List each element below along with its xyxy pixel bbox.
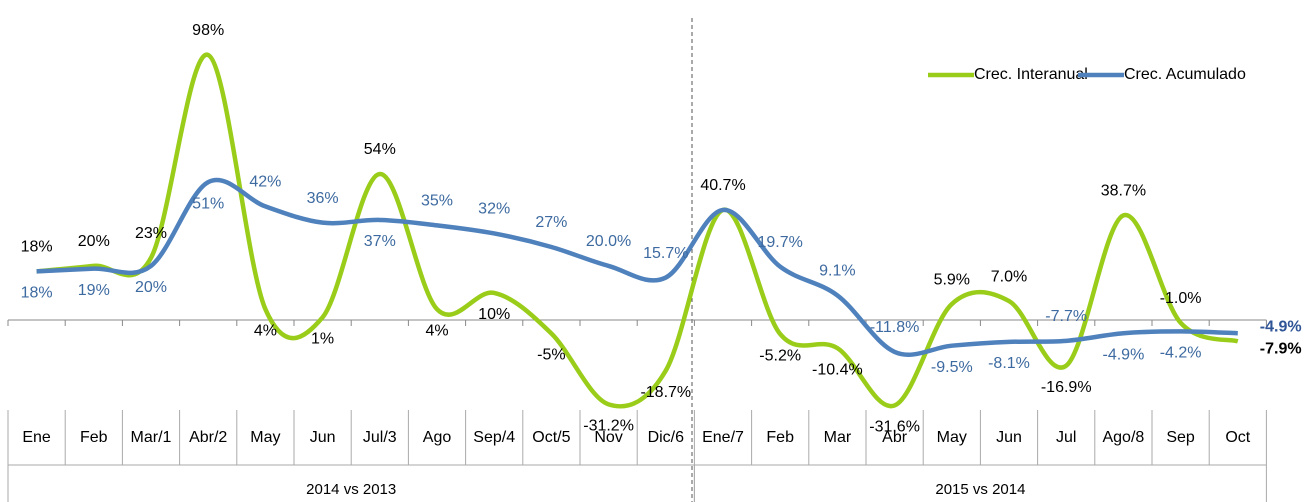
data-label: -7.7% [1045, 308, 1087, 325]
data-label: 40.7% [700, 177, 745, 194]
x-tick-label: Sep/4 [473, 429, 515, 446]
x-tick-label: Ene/7 [702, 429, 744, 446]
x-tick-label: May [250, 429, 280, 446]
data-label: 32% [478, 201, 510, 218]
data-label: 18% [21, 285, 53, 302]
x-tick-label: Jun [996, 429, 1022, 446]
data-label: -4.2% [1160, 345, 1202, 362]
data-label: -18.7% [640, 384, 691, 401]
legend-label: Crec. Acumulado [1124, 66, 1246, 83]
x-tick-label: Abr [882, 429, 908, 446]
data-label: -5% [537, 347, 565, 364]
group-label: 2014 vs 2013 [306, 481, 396, 498]
x-tick-label: Jun [310, 429, 336, 446]
data-label: 37% [364, 233, 396, 250]
x-tick-label: Dic/6 [648, 429, 685, 446]
data-label: -7.9% [1260, 341, 1302, 358]
data-label: 20% [78, 233, 110, 250]
data-label: -10.4% [812, 361, 863, 378]
data-label: 7.0% [991, 268, 1027, 285]
series-line [36, 52, 1239, 409]
x-tick-label: Nov [594, 429, 622, 446]
x-tick-label: Oct [1225, 429, 1250, 446]
data-label: -8.1% [988, 355, 1030, 372]
x-tick-label: Oct/5 [532, 429, 570, 446]
x-tick-label: Mar/1 [131, 429, 172, 446]
x-tick-label: Jul [1056, 429, 1076, 446]
data-label: 10% [478, 306, 510, 323]
data-label: -1.0% [1160, 290, 1202, 307]
data-label: 54% [364, 141, 396, 158]
data-label: 42% [249, 174, 281, 191]
data-label: 23% [135, 225, 167, 242]
legend-label: Crec. Interanual [974, 66, 1088, 83]
data-label: -4.9% [1103, 346, 1145, 363]
data-label: 18% [21, 239, 53, 256]
data-label: 1% [311, 331, 334, 348]
x-tick-label: Feb [80, 429, 108, 446]
data-label: 9.1% [819, 263, 855, 280]
data-label: 20.0% [586, 233, 631, 250]
x-tick-label: Ene [22, 429, 51, 446]
data-label: 38.7% [1101, 183, 1146, 200]
data-label: 15.7% [643, 245, 688, 262]
data-label: 27% [535, 214, 567, 231]
data-label: 36% [307, 190, 339, 207]
data-label: -5.2% [759, 347, 801, 364]
x-tick-label: May [937, 429, 967, 446]
x-tick-label: Abr/2 [189, 429, 227, 446]
x-tick-label: Sep [1166, 429, 1195, 446]
data-label: 20% [135, 279, 167, 296]
data-label: -16.9% [1041, 379, 1092, 396]
x-tick-label: Ago/8 [1102, 429, 1144, 446]
data-label: -31.2% [583, 418, 634, 435]
x-tick-label: Mar [824, 429, 852, 446]
data-label: 19% [78, 282, 110, 299]
data-label: 4% [254, 322, 277, 339]
group-label: 2015 vs 2014 [935, 481, 1025, 498]
x-tick-label: Feb [766, 429, 794, 446]
x-tick-label: Ago [423, 429, 452, 446]
data-label: -4.9% [1260, 318, 1302, 335]
data-label: -31.6% [869, 419, 920, 436]
x-tick-label: Jul/3 [363, 429, 397, 446]
data-label: -9.5% [931, 359, 973, 376]
data-label: 4% [425, 322, 448, 339]
data-label: 51% [192, 195, 224, 212]
data-label: 19.7% [758, 234, 803, 251]
data-label: -11.8% [870, 319, 920, 336]
series-line [36, 177, 1238, 357]
data-label: 98% [192, 22, 224, 39]
data-label: 5.9% [934, 271, 970, 288]
data-label: 35% [421, 193, 453, 210]
